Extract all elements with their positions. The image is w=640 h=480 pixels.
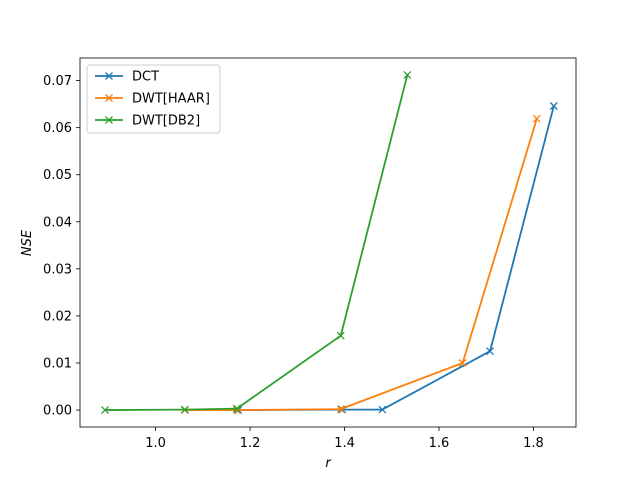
y-tick-label: 0.03 [43,262,72,277]
data-point [549,102,558,110]
legend-entry: DWT[DB2] [95,114,200,129]
data-point [378,405,387,414]
data-point [101,406,109,415]
y-tick-label: 0.05 [43,168,72,183]
axes-frame [79,57,577,428]
legend-entry: DCT [95,70,159,85]
data-point [336,405,345,414]
data-point [403,70,412,79]
legend-box [86,64,221,134]
legend-label: DCT [132,70,159,85]
legend-marker [105,94,113,102]
y-axis: 0.00 0.01 0.02 0.03 0.04 0.05 0.06 0.07 [43,74,80,419]
x-tick-label: 1.6 [429,436,450,451]
data-point [486,347,494,356]
series-layer [101,70,558,415]
y-tick-label: 0.01 [43,356,72,371]
legend-label: DWT[HAAR] [132,92,210,107]
x-tick-label: 1.2 [240,436,261,451]
data-point [458,359,467,367]
data-point [532,114,541,123]
y-tick-label: 0.07 [43,74,72,89]
legend-marker [105,116,113,124]
y-tick-label: 0.02 [43,309,72,324]
data-point [180,405,189,414]
y-axis-label: NSE [20,229,35,256]
legend: DCT DWT[HAAR] DWT[DB2] [86,64,221,134]
x-tick-label: 1.0 [145,436,166,451]
legend-marker [105,72,113,80]
x-axis-label: r [325,456,332,471]
data-point [336,331,345,340]
legend-entry: DWT[HAAR] [95,92,210,107]
x-tick-label: 1.8 [523,436,544,451]
y-tick-label: 0.00 [43,404,72,419]
series-3 [101,70,412,415]
x-axis: 1.0 1.2 1.4 1.6 1.8 [145,427,544,451]
legend-label: DWT[DB2] [132,114,200,129]
x-tick-label: 1.4 [334,436,355,451]
y-tick-label: 0.06 [43,121,72,136]
data-point [232,404,241,413]
plot-area [79,57,577,428]
y-tick-label: 0.04 [43,215,72,230]
